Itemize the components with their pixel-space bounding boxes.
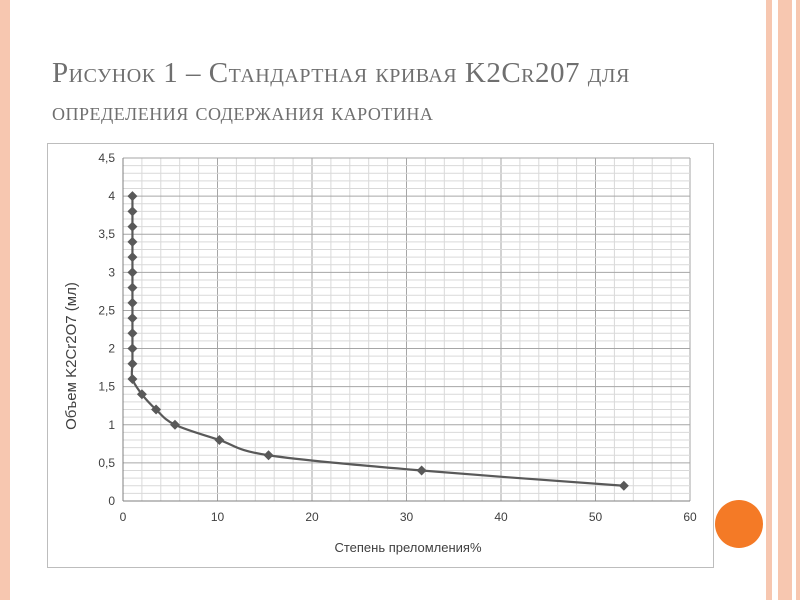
slide-title-line1: Рисунок 1 – Стандартная кривая K2Cr207 д… bbox=[52, 57, 630, 89]
data-point bbox=[127, 252, 138, 263]
y-tick-label: 3,5 bbox=[98, 227, 115, 241]
x-tick-label: 30 bbox=[400, 510, 414, 524]
data-point bbox=[151, 404, 162, 415]
y-tick-label: 4 bbox=[108, 189, 115, 203]
data-point bbox=[127, 313, 138, 324]
chart-container: 0 10 20 30 40 50 60 0 0,5 1 1,5 2 2,5 3 3,5 4 4,5 Степен… bbox=[47, 143, 714, 568]
x-tick-label: 20 bbox=[305, 510, 319, 524]
left-border-stripe bbox=[0, 0, 10, 600]
data-point bbox=[127, 221, 138, 232]
data-point bbox=[127, 206, 138, 217]
x-tick-label: 0 bbox=[120, 510, 127, 524]
y-axis-label: Объем K2Cr2O7 (мл) bbox=[63, 282, 80, 430]
data-point bbox=[169, 419, 180, 430]
data-point bbox=[127, 191, 138, 202]
slide-title: Рисунок 1 – Стандартная кривая K2Cr207 д… bbox=[52, 55, 752, 131]
data-point bbox=[127, 328, 138, 339]
x-tick-label: 50 bbox=[589, 510, 603, 524]
data-point bbox=[127, 374, 138, 385]
y-tick-label: 0 bbox=[108, 494, 115, 508]
x-axis-label: Степень преломления% bbox=[334, 540, 482, 555]
data-point bbox=[127, 236, 138, 247]
data-point bbox=[136, 389, 147, 400]
data-point bbox=[263, 450, 274, 461]
data-point bbox=[127, 343, 138, 354]
y-tick-label: 3 bbox=[108, 265, 115, 279]
data-point bbox=[618, 480, 629, 491]
data-point bbox=[127, 267, 138, 278]
x-tick-label: 40 bbox=[494, 510, 508, 524]
data-point bbox=[127, 358, 138, 369]
data-point bbox=[127, 297, 138, 308]
y-tick-label: 1 bbox=[108, 418, 115, 432]
y-tick-label: 0,5 bbox=[98, 456, 115, 470]
y-tick-label: 4,5 bbox=[98, 151, 115, 165]
x-tick-label: 10 bbox=[211, 510, 225, 524]
data-point bbox=[127, 282, 138, 293]
x-tick-label: 60 bbox=[683, 510, 697, 524]
right-border-stripe bbox=[766, 0, 772, 600]
accent-circle bbox=[715, 500, 763, 548]
slide-title-line2: определения содержания каротина bbox=[52, 99, 434, 126]
data-point bbox=[214, 435, 225, 446]
y-tick-label: 1,5 bbox=[98, 380, 115, 394]
data-point bbox=[416, 465, 427, 476]
y-tick-label: 2,5 bbox=[98, 303, 115, 317]
right-border-stripe bbox=[796, 0, 800, 600]
y-tick-label: 2 bbox=[108, 342, 115, 356]
right-border-stripe bbox=[778, 0, 792, 600]
chart: 0 10 20 30 40 50 60 0 0,5 1 1,5 2 2,5 3 3,5 4 4,5 Степен… bbox=[63, 151, 697, 555]
